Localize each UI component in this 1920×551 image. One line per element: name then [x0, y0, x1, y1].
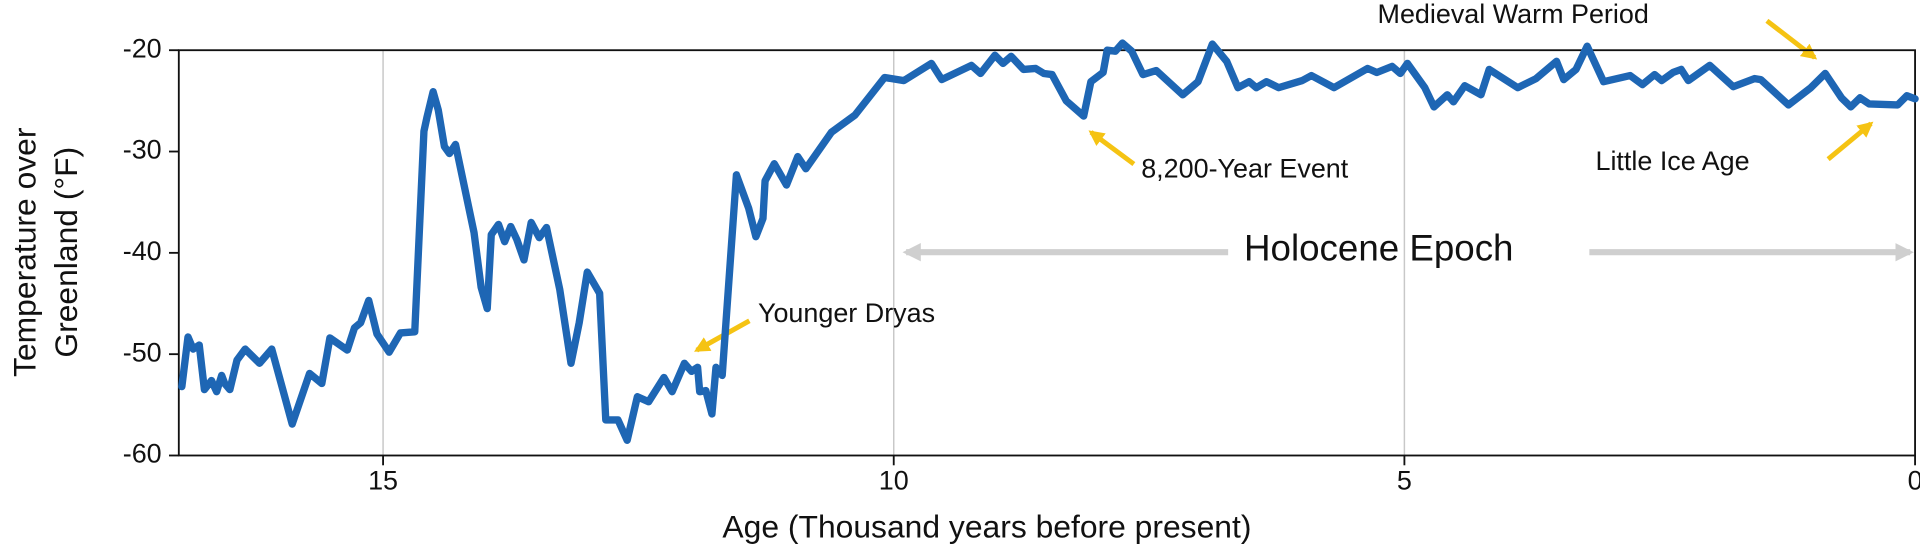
y-tick-label: -50 — [123, 337, 162, 367]
annotation: Little Ice Age — [1595, 146, 1749, 176]
y-tick-label: -30 — [123, 135, 162, 165]
annotation: Younger Dryas — [758, 298, 935, 328]
annotation-arrows — [694, 18, 1914, 353]
x-axis-title: Age (Thousand years before present) — [722, 508, 1251, 544]
x-tick-label: 0 — [1908, 466, 1920, 496]
x-tick-label: 15 — [368, 466, 398, 496]
arrow — [1088, 130, 1136, 167]
data-line — [178, 39, 1919, 444]
y-tick-label: -60 — [123, 439, 162, 469]
y-tick-label: -40 — [123, 236, 162, 266]
x-tick-label: 10 — [879, 466, 909, 496]
grid — [382, 50, 1406, 456]
x-tick-label: 5 — [1397, 466, 1412, 496]
plot-frame — [177, 49, 1916, 457]
arrow — [1765, 18, 1818, 60]
arrow — [1826, 121, 1874, 162]
y-axis-title: Temperature over — [6, 127, 42, 377]
annotation: Holocene Epoch — [1244, 228, 1513, 269]
annotation: 8,200-Year Event — [1141, 153, 1349, 183]
y-axis-title: Greenland (°F) — [48, 147, 84, 358]
y-tick-label: -20 — [123, 33, 162, 63]
annotation: Medieval Warm Period — [1378, 0, 1649, 29]
